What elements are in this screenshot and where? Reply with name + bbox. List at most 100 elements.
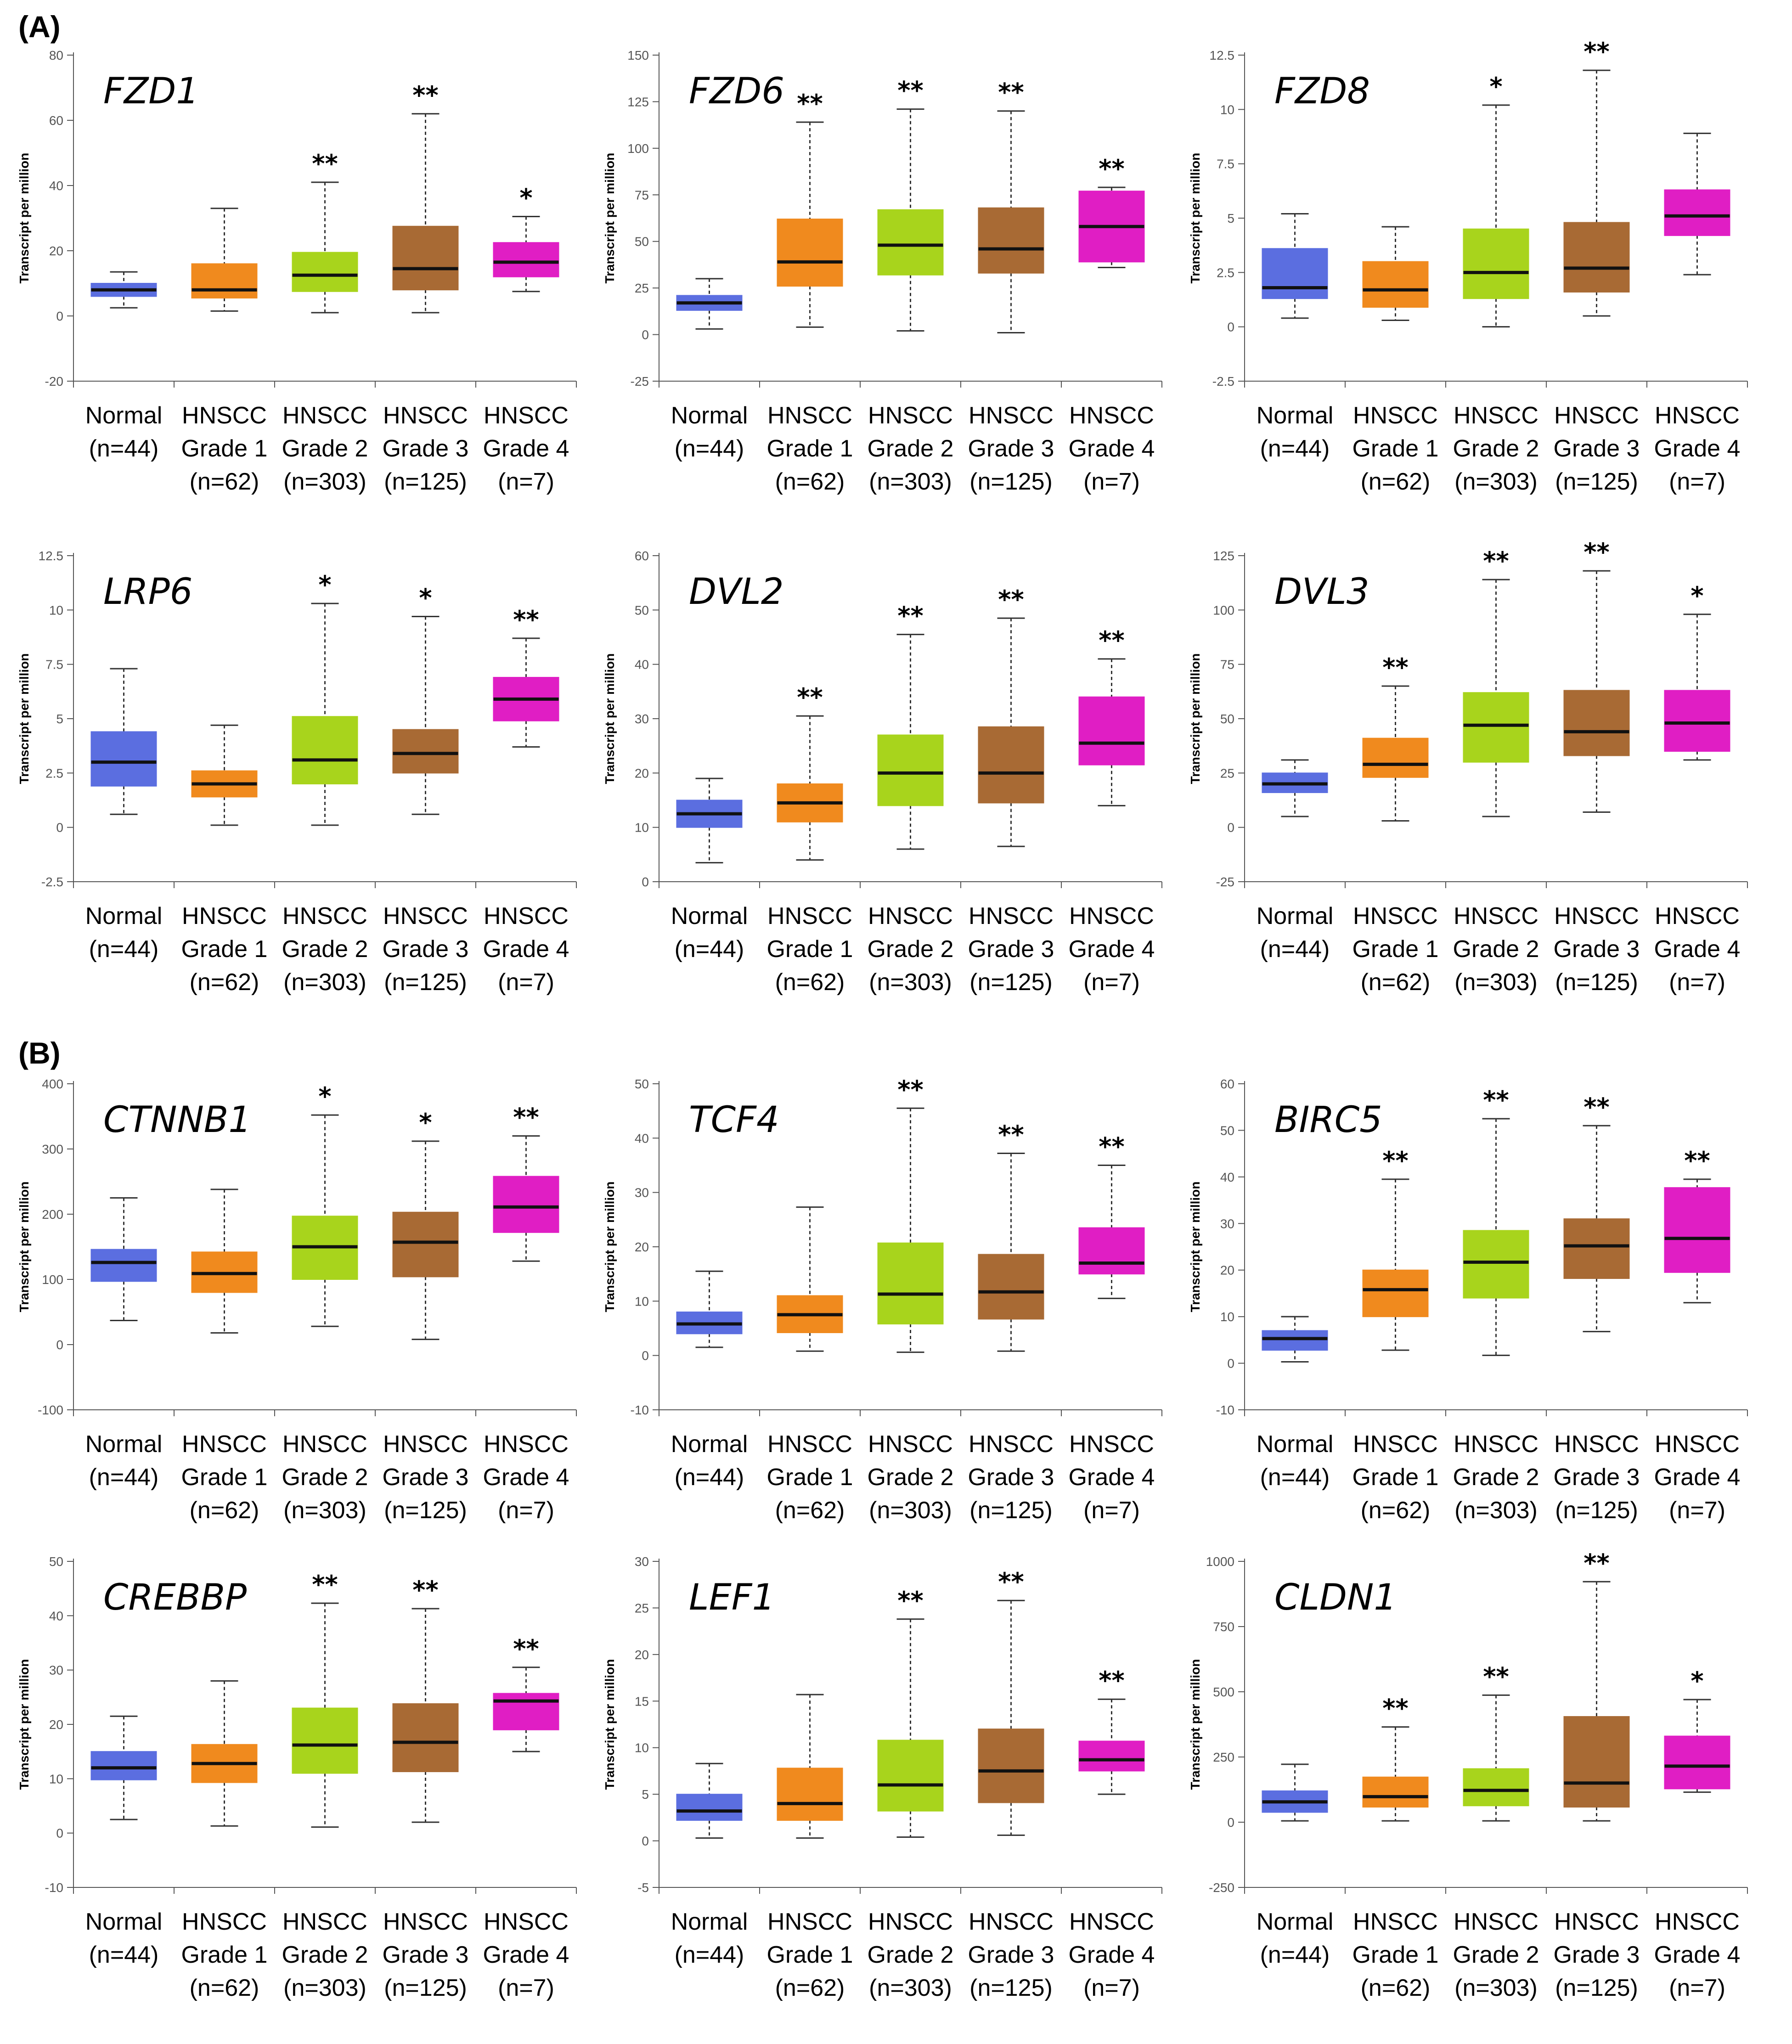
y-tick-label: 50 bbox=[1220, 712, 1234, 726]
x-tick-label: Normal (n=44) bbox=[671, 402, 748, 462]
x-tick-label: HNSCC Grade 2 (n=303) bbox=[868, 1431, 954, 1524]
significance-mark: ** bbox=[1583, 1092, 1609, 1121]
x-tick-label: HNSCC Grade 1 (n=62) bbox=[767, 903, 853, 996]
significance-mark: ** bbox=[1382, 1694, 1408, 1723]
box-2 bbox=[191, 263, 258, 298]
box-4 bbox=[392, 225, 459, 291]
x-tick-label: HNSCC Grade 1 (n=62) bbox=[181, 402, 268, 495]
x-tick-label-line: HNSCC bbox=[1554, 1431, 1639, 1458]
chart-title: FZD8 bbox=[1274, 71, 1370, 112]
chart-title: BIRC5 bbox=[1274, 1099, 1382, 1141]
x-tick-label: HNSCC Grade 2 (n=303) bbox=[868, 1909, 954, 2001]
chart-title: FZD1 bbox=[103, 71, 199, 112]
x-tick-label-line: Grade 3 bbox=[968, 435, 1054, 462]
y-tick-label: -2.5 bbox=[1212, 374, 1234, 389]
y-tick-label: -10 bbox=[1216, 1403, 1234, 1417]
x-tick-label: HNSCC Grade 4 (n=7) bbox=[1069, 1909, 1155, 2001]
y-tick-label: 80 bbox=[49, 48, 63, 62]
box-5 bbox=[1078, 696, 1145, 766]
x-tick-label-line: Grade 4 bbox=[1069, 936, 1155, 963]
x-tick-label-line: Normal bbox=[671, 1431, 748, 1458]
y-tick-label: 60 bbox=[635, 549, 649, 563]
x-tick-label-line: (n=125) bbox=[969, 1975, 1053, 2001]
x-tick-label-line: (n=44) bbox=[1260, 936, 1330, 963]
box-5 bbox=[1664, 690, 1730, 752]
x-tick-label-line: (n=62) bbox=[190, 969, 259, 996]
x-tick-label-line: (n=44) bbox=[1260, 435, 1330, 462]
x-tick-label-line: Grade 1 bbox=[181, 1464, 268, 1491]
x-tick-label-line: HNSCC bbox=[1655, 903, 1740, 929]
x-tick-label-line: Grade 2 bbox=[282, 1942, 368, 1968]
y-tick-label: 20 bbox=[635, 766, 649, 780]
y-axis-label: Transcript per million bbox=[1188, 153, 1202, 284]
y-tick-label: -20 bbox=[45, 374, 63, 389]
chart-title: CLDN1 bbox=[1274, 1577, 1397, 1618]
y-tick-label: 5 bbox=[56, 712, 63, 726]
x-tick-label-line: Grade 2 bbox=[1453, 1942, 1539, 1968]
x-tick-label-line: Grade 2 bbox=[868, 1942, 954, 1968]
x-tick-label: HNSCC Grade 2 (n=303) bbox=[868, 402, 954, 495]
significance-mark: * bbox=[519, 183, 532, 212]
x-tick-label: Normal (n=44) bbox=[85, 1909, 163, 1968]
chart-birc5-svg: -10 0 10 20 30 40 50 60 Transcript per million BI… bbox=[1188, 1077, 1748, 1524]
box-2 bbox=[1362, 1776, 1429, 1808]
box-5 bbox=[1664, 1735, 1730, 1790]
box-3 bbox=[877, 1242, 944, 1325]
x-tick-label: Normal (n=44) bbox=[85, 1431, 163, 1491]
x-tick-label-line: Grade 2 bbox=[868, 435, 954, 462]
x-tick-label-line: (n=125) bbox=[969, 1497, 1053, 1524]
x-tick-label-line: HNSCC bbox=[868, 903, 953, 929]
y-axis-label: Transcript per million bbox=[603, 153, 617, 284]
box-5 bbox=[493, 1693, 559, 1730]
y-tick-label: 0 bbox=[642, 1834, 649, 1848]
x-tick-label: HNSCC Grade 1 (n=62) bbox=[767, 1431, 853, 1524]
y-tick-label: 10 bbox=[49, 603, 63, 617]
y-tick-label: 30 bbox=[49, 1663, 63, 1678]
x-tick-label-line: HNSCC bbox=[767, 903, 852, 929]
x-tick-label: HNSCC Grade 2 (n=303) bbox=[1453, 1909, 1539, 2001]
significance-mark: ** bbox=[897, 602, 923, 631]
y-tick-label: 30 bbox=[635, 1186, 649, 1200]
x-tick-label: HNSCC Grade 3 (n=125) bbox=[968, 903, 1054, 996]
y-tick-label: 0 bbox=[1227, 821, 1234, 835]
y-tick-label: 50 bbox=[635, 1077, 649, 1091]
y-tick-label: 25 bbox=[635, 1601, 649, 1615]
y-tick-label: 5 bbox=[642, 1787, 649, 1802]
y-tick-label: 40 bbox=[635, 658, 649, 672]
x-tick-label-line: Normal bbox=[1257, 1909, 1334, 1935]
box-5 bbox=[1664, 189, 1730, 236]
x-tick-label-line: Normal bbox=[85, 903, 163, 929]
x-tick-label-line: Grade 4 bbox=[1069, 1464, 1155, 1491]
x-tick-label: Normal (n=44) bbox=[671, 1431, 748, 1491]
panel-label-b: (B) bbox=[18, 1036, 61, 1070]
significance-mark: * bbox=[1691, 1667, 1703, 1695]
box-4 bbox=[1563, 690, 1630, 756]
x-tick-label-line: (n=125) bbox=[384, 1497, 467, 1524]
significance-mark: ** bbox=[1583, 41, 1609, 66]
x-tick-label: HNSCC Grade 1 (n=62) bbox=[1352, 402, 1439, 495]
box-1 bbox=[90, 1751, 157, 1780]
x-tick-label-line: (n=44) bbox=[675, 936, 744, 963]
x-tick-label-line: (n=303) bbox=[869, 1497, 952, 1524]
significance-mark: ** bbox=[797, 683, 823, 712]
chart-lef1: -5 0 5 10 15 20 25 30 Transcript per million LEF1… bbox=[595, 1548, 1169, 2030]
y-tick-label: -10 bbox=[631, 1403, 649, 1417]
y-axis-label: Transcript per million bbox=[603, 1659, 617, 1790]
y-axis-label: Transcript per million bbox=[17, 1659, 31, 1790]
x-tick-label-line: Grade 3 bbox=[1554, 1942, 1640, 1968]
y-tick-label: -5 bbox=[637, 1881, 649, 1895]
x-tick-label-line: (n=125) bbox=[1555, 1975, 1638, 2001]
x-tick-label-line: HNSCC bbox=[484, 1431, 569, 1458]
y-tick-label: 7.5 bbox=[1217, 157, 1234, 171]
x-tick-label: HNSCC Grade 3 (n=125) bbox=[968, 402, 1054, 495]
significance-mark: ** bbox=[1483, 1086, 1509, 1115]
x-tick-label: HNSCC Grade 1 (n=62) bbox=[767, 402, 853, 495]
x-tick-label-line: (n=44) bbox=[675, 1942, 744, 1968]
chart-dvl2: 0 10 20 30 40 50 60 Transcript per million DVL2 N… bbox=[595, 542, 1169, 1024]
y-tick-label: 0 bbox=[56, 309, 63, 323]
y-tick-label: 40 bbox=[635, 1131, 649, 1145]
x-tick-label-line: (n=125) bbox=[384, 468, 467, 495]
y-tick-label: 0 bbox=[1227, 320, 1234, 334]
y-axis-label: Transcript per million bbox=[603, 1182, 617, 1312]
box-4 bbox=[978, 207, 1044, 274]
